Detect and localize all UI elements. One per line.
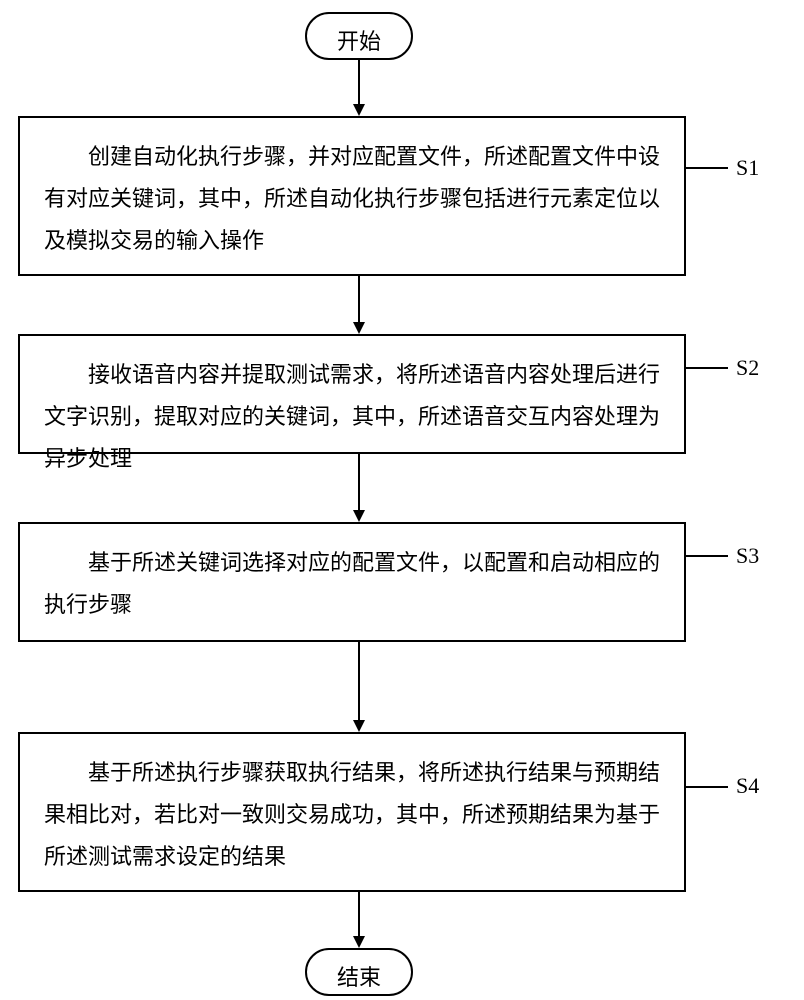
process-s3: 基于所述关键词选择对应的配置文件，以配置和启动相应的执行步骤	[18, 522, 686, 642]
label-s3: S3	[736, 543, 759, 569]
label-s4: S4	[736, 773, 759, 799]
arrowhead-s1-s2	[353, 322, 365, 334]
arrowhead-s2-s3	[353, 510, 365, 522]
process-s1: 创建自动化执行步骤，并对应配置文件，所述配置文件中设有对应关键词，其中，所述自动…	[18, 116, 686, 276]
arrow-s2-s3	[358, 454, 360, 510]
connector-s4	[686, 786, 728, 788]
end-terminal: 结束	[305, 948, 413, 996]
arrowhead-s3-s4	[353, 720, 365, 732]
process-s2: 接收语音内容并提取测试需求，将所述语音内容处理后进行文字识别，提取对应的关键词，…	[18, 334, 686, 454]
end-label: 结束	[337, 965, 381, 990]
arrow-start-s1	[358, 60, 360, 104]
connector-s2	[686, 367, 728, 369]
process-s4: 基于所述执行步骤获取执行结果，将所述执行结果与预期结果相比对，若比对一致则交易成…	[18, 732, 686, 892]
connector-s1	[686, 167, 728, 169]
connector-s3	[686, 555, 728, 557]
label-s2: S2	[736, 355, 759, 381]
arrow-s4-end	[358, 892, 360, 936]
flowchart-container: 开始 创建自动化执行步骤，并对应配置文件，所述配置文件中设有对应关键词，其中，所…	[0, 0, 804, 1000]
label-s1: S1	[736, 155, 759, 181]
arrow-s3-s4	[358, 642, 360, 720]
s1-text: 创建自动化执行步骤，并对应配置文件，所述配置文件中设有对应关键词，其中，所述自动…	[44, 144, 660, 253]
arrowhead-start-s1	[353, 104, 365, 116]
arrow-s1-s2	[358, 276, 360, 322]
start-terminal: 开始	[305, 12, 413, 60]
start-label: 开始	[337, 29, 381, 54]
s3-text: 基于所述关键词选择对应的配置文件，以配置和启动相应的执行步骤	[44, 550, 660, 617]
s4-text: 基于所述执行步骤获取执行结果，将所述执行结果与预期结果相比对，若比对一致则交易成…	[44, 760, 660, 869]
s2-text: 接收语音内容并提取测试需求，将所述语音内容处理后进行文字识别，提取对应的关键词，…	[44, 362, 660, 471]
arrowhead-s4-end	[353, 936, 365, 948]
